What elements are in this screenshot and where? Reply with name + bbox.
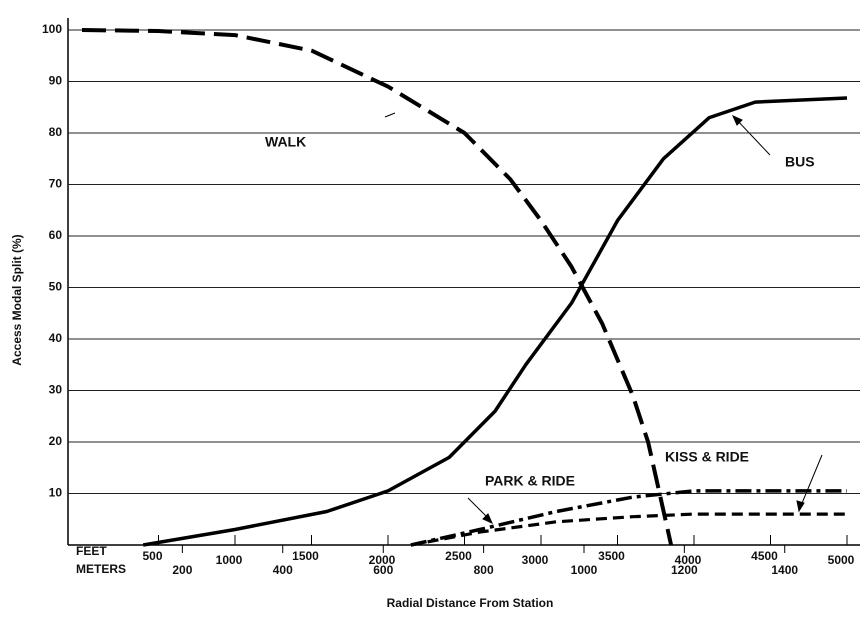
- y-tick-label: 90: [49, 74, 63, 88]
- y-tick-label: 40: [49, 331, 63, 345]
- series-line: [81, 28, 674, 546]
- x-tick-label: 3500: [598, 549, 625, 563]
- y-tick-label: 50: [49, 280, 63, 294]
- x2-tick-label: 800: [474, 563, 494, 577]
- series-line: [142, 96, 848, 547]
- x-tick-label: 500: [142, 549, 162, 563]
- x2-tick-label: 1400: [771, 563, 798, 577]
- x-tick-label: 3000: [522, 553, 549, 567]
- y-tick-label: 30: [49, 383, 63, 397]
- y-tick-label: 10: [49, 486, 63, 500]
- arrow-head: [482, 513, 493, 524]
- series-label: PARK & RIDE: [485, 473, 575, 489]
- x-tick-label: 4000: [675, 553, 702, 567]
- arrow: [384, 112, 396, 118]
- pointer-arrows: [384, 112, 823, 524]
- series-line: [410, 489, 847, 547]
- x-unit-label: FEET: [76, 544, 107, 558]
- x-tick-label: 4500: [751, 549, 778, 563]
- arrow: [734, 117, 771, 156]
- arrow: [799, 454, 823, 509]
- x-tick-label: 1000: [216, 553, 243, 567]
- x-tick-label: 2000: [369, 553, 396, 567]
- x2-tick-label: 1200: [671, 563, 698, 577]
- y-tick-label: 100: [42, 22, 62, 36]
- x2-unit-label: METERS: [76, 562, 126, 576]
- x-axis-title: Radial Distance From Station: [387, 596, 554, 610]
- arrow-head: [732, 115, 743, 126]
- arrow-head: [796, 500, 805, 513]
- y-tick-label: 70: [49, 177, 63, 191]
- x2-tick-label: 600: [373, 563, 393, 577]
- y-axis-title: Access Modal Split (%): [10, 234, 24, 365]
- x2-tick-label: 400: [273, 563, 293, 577]
- series-label: KISS & RIDE: [665, 449, 749, 465]
- x-tick-label: 2500: [445, 549, 472, 563]
- series-label: BUS: [785, 154, 815, 170]
- series-line: [410, 512, 847, 547]
- x-tick-label: 5000: [828, 553, 855, 567]
- x2-tick-label: 200: [172, 563, 192, 577]
- y-tick-label: 80: [49, 125, 63, 139]
- series-label: WALK: [265, 134, 306, 150]
- y-tick-label: 20: [49, 434, 63, 448]
- x-tick-label: 1500: [292, 549, 319, 563]
- y-tick-label: 60: [49, 228, 63, 242]
- x2-tick-label: 1000: [571, 563, 598, 577]
